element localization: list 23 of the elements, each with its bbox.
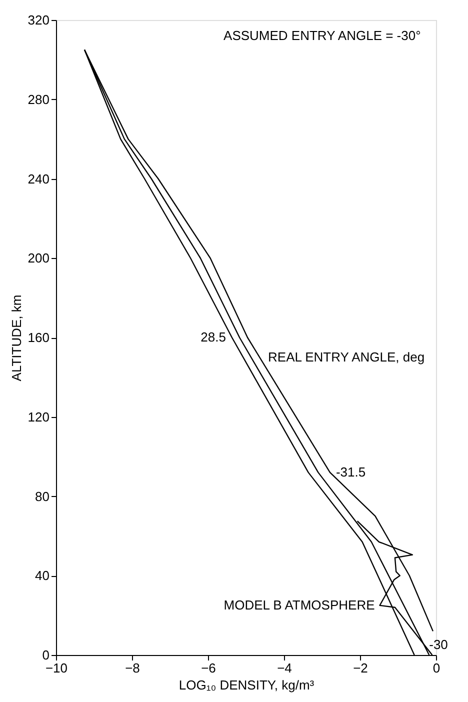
y-tick-label: 120 [28,409,50,424]
x-tick-label: −8 [125,660,140,676]
annotation: ASSUMED ENTRY ANGLE = -30° [224,28,421,43]
x-tick-label: −10 [45,660,68,676]
y-tick-label: 200 [28,250,50,266]
series-label: 28.5 [200,330,226,344]
x-tick-label: −4 [277,660,292,676]
series-label: -30 [429,637,448,652]
y-tick-label: 240 [28,171,50,186]
y-tick-label: 160 [28,330,50,345]
y-tick-label: 40 [35,568,50,584]
y-tick-label: 80 [35,488,50,504]
x-axis-title: LOG₁₀ DENSITY, kg/m³ [178,678,315,692]
series-label: -31.5 [336,464,366,480]
x-tick-label: −2 [353,660,368,676]
y-tick-label: 280 [28,92,50,107]
y-tick-label: 0 [42,648,50,662]
annotation: REAL ENTRY ANGLE, deg [268,349,425,364]
series-label: MODEL B ATMOSPHERE [224,597,376,612]
x-tick-label: −6 [201,660,216,676]
y-axis-title: ALTITUDE, km [8,294,24,382]
x-tick-label: 0 [432,660,440,676]
y-tick-label: 320 [28,12,50,28]
